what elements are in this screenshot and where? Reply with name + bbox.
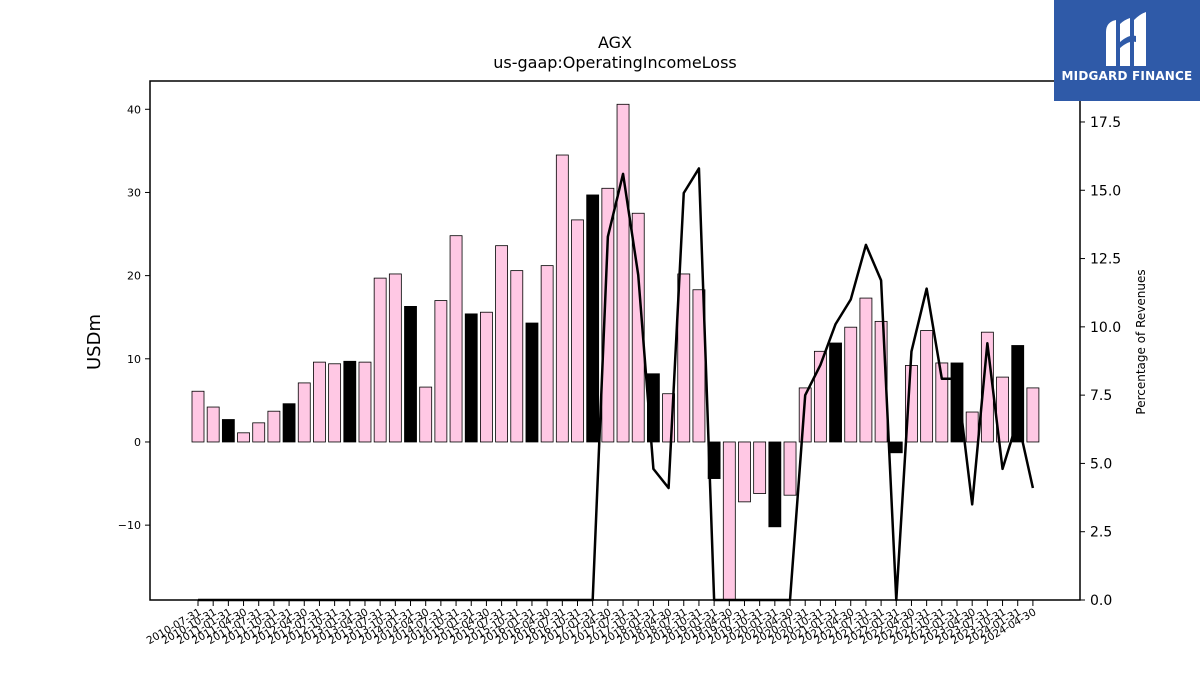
y2-tick-label: 17.5 bbox=[1090, 115, 1121, 131]
y-tick-label: 0 bbox=[134, 436, 141, 449]
y2-tick-label: 5.0 bbox=[1090, 456, 1112, 472]
bar-2019-07-31 bbox=[738, 441, 751, 503]
chart-title: AGX bbox=[598, 33, 632, 52]
bar-2012-04-30 bbox=[297, 382, 311, 443]
bar-2018-07-31 bbox=[677, 273, 691, 443]
bar-2023-04-30 bbox=[965, 411, 979, 443]
bar-2013-04-30 bbox=[358, 361, 372, 443]
bar-2010-10-31 bbox=[206, 406, 220, 443]
bar-2022-10-31 bbox=[935, 362, 949, 443]
bar-2014-10-31 bbox=[449, 235, 463, 443]
bar-2022-01-31 bbox=[889, 441, 903, 454]
bar-2015-10-31 bbox=[510, 270, 524, 443]
y-tick-label: −10 bbox=[118, 519, 141, 532]
bar-2014-01-31 bbox=[404, 305, 417, 443]
bar-2021-04-30 bbox=[844, 326, 858, 443]
bar-2022-07-31 bbox=[920, 330, 934, 443]
bar-2016-10-31 bbox=[571, 219, 584, 443]
y2-tick-label: 12.5 bbox=[1090, 252, 1121, 268]
bar-2015-01-31 bbox=[464, 313, 478, 443]
bar-2014-07-31 bbox=[434, 300, 448, 443]
bar-2011-01-31 bbox=[221, 419, 235, 443]
bar-2012-10-31 bbox=[328, 363, 342, 443]
bar-2017-04-30 bbox=[601, 187, 615, 443]
bar-2012-01-31 bbox=[282, 403, 296, 443]
bar-2014-04-30 bbox=[419, 386, 433, 443]
midgard-logo-icon bbox=[1106, 12, 1146, 66]
y2-tick-label: 7.5 bbox=[1090, 388, 1112, 404]
bar-2017-10-31 bbox=[631, 212, 645, 443]
bar-2013-01-31 bbox=[343, 360, 357, 443]
bar-2017-07-31 bbox=[616, 103, 630, 443]
midgard-finance-logo: MIDGARD FINANCE bbox=[1054, 0, 1200, 101]
bar-2016-01-31 bbox=[525, 322, 539, 443]
x-axis: 2010-07-312010-10-312011-01-312011-04-30… bbox=[145, 600, 1038, 647]
y2-tick-label: 2.5 bbox=[1090, 525, 1112, 541]
bar-2019-04-30 bbox=[722, 441, 736, 601]
bar-2010-07-31 bbox=[191, 390, 205, 443]
bar-2020-10-31 bbox=[813, 350, 827, 443]
y-axis-label: USDm bbox=[84, 314, 105, 370]
brand-name: MIDGARD FINANCE bbox=[1061, 69, 1193, 83]
y2-tick-label: 15.0 bbox=[1090, 183, 1121, 199]
bar-2021-01-31 bbox=[829, 342, 842, 443]
bar-2015-07-31 bbox=[495, 245, 509, 443]
bar-2019-10-31 bbox=[753, 441, 767, 494]
y2-axis-label: Percentage of Revenues bbox=[1134, 269, 1148, 414]
plot-frame bbox=[149, 80, 1081, 601]
y-tick-label: 10 bbox=[127, 353, 141, 366]
y2-tick-label: 10.0 bbox=[1090, 320, 1121, 336]
y2-tick-label: 0.0 bbox=[1090, 593, 1112, 609]
bar-2023-01-31 bbox=[950, 362, 964, 443]
bar-2013-10-31 bbox=[388, 273, 402, 443]
bar-2024-01-31 bbox=[1011, 345, 1025, 443]
bar-2017-01-31 bbox=[586, 194, 600, 443]
y-tick-label: 30 bbox=[127, 186, 141, 199]
chart-subtitle: us-gaap:OperatingIncomeLoss bbox=[493, 53, 737, 72]
bar-2011-10-31 bbox=[267, 410, 281, 443]
bar-2011-07-31 bbox=[252, 422, 266, 443]
bar-2011-04-30 bbox=[237, 432, 250, 443]
bar-2024-04-30 bbox=[1026, 387, 1040, 443]
y-axis-left: −10 0 10 20 30 40 bbox=[118, 103, 150, 532]
y-axis-right: 0.0 2.5 5.0 7.5 10.0 12.5 15.0 17.5 bbox=[1080, 115, 1121, 609]
bar-2013-07-31 bbox=[373, 277, 387, 443]
bar-2016-07-31 bbox=[555, 154, 569, 443]
bar-2020-01-31 bbox=[768, 441, 782, 528]
bar-2021-07-31 bbox=[859, 297, 873, 443]
bar-2012-07-31 bbox=[313, 361, 326, 443]
bar-2020-04-30 bbox=[783, 441, 797, 496]
bar-2015-04-30 bbox=[480, 311, 493, 443]
bar-2016-04-30 bbox=[540, 265, 554, 443]
y-tick-label: 20 bbox=[127, 270, 141, 283]
y-tick-label: 40 bbox=[127, 103, 141, 116]
